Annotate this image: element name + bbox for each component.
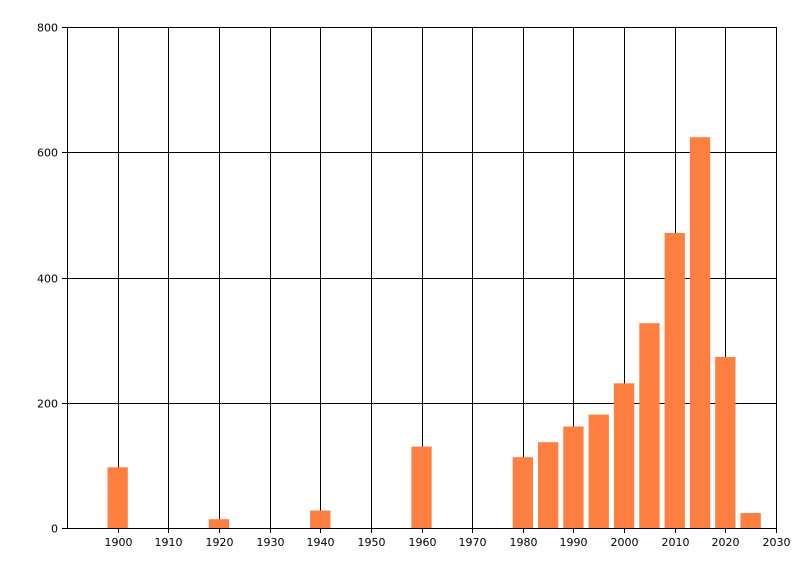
x-tick-label: 2020 (712, 536, 740, 549)
x-tick-label: 1910 (155, 536, 183, 549)
y-tick-label: 400 (37, 273, 58, 286)
axes (67, 27, 776, 529)
bar-1980 (512, 457, 533, 528)
x-tick-label: 1950 (358, 536, 386, 549)
x-tick-label: 1920 (206, 536, 234, 549)
bar-1995 (588, 414, 609, 528)
x-tick-label: 2000 (611, 536, 639, 549)
bar-2025 (740, 513, 761, 528)
bars (107, 137, 761, 528)
bar-1985 (538, 442, 559, 528)
x-axis-ticks: 1900 1910 1920 1930 1940 1950 1960 1970 1980 1990… (105, 528, 791, 549)
bar-1960 (411, 446, 432, 528)
y-tick-label: 800 (37, 22, 58, 35)
y-tick-label: 0 (51, 523, 58, 536)
x-tick-label: 2010 (662, 536, 690, 549)
bar-2000 (613, 383, 635, 528)
x-tick-label: 1900 (105, 536, 133, 549)
bar-2020 (715, 357, 736, 528)
x-tick-label: 1940 (307, 536, 335, 549)
bar-1900 (107, 467, 128, 528)
x-tick-label: 1960 (409, 536, 437, 549)
bar-2005 (639, 323, 660, 528)
x-tick-label: 1980 (510, 536, 538, 549)
x-tick-label: 2030 (763, 536, 791, 549)
x-tick-label: 1930 (257, 536, 285, 549)
x-tick-label: 1970 (459, 536, 487, 549)
bar-1940 (310, 510, 331, 528)
bar-2010 (664, 233, 685, 528)
y-tick-label: 200 (37, 398, 58, 411)
bar-1990 (563, 426, 584, 528)
bar-2015 (689, 137, 711, 528)
bar-1920 (208, 519, 230, 528)
x-tick-label: 1990 (560, 536, 588, 549)
y-axis-ticks: 0 200 400 600 800 (37, 22, 67, 536)
y-tick-label: 600 (37, 147, 58, 160)
